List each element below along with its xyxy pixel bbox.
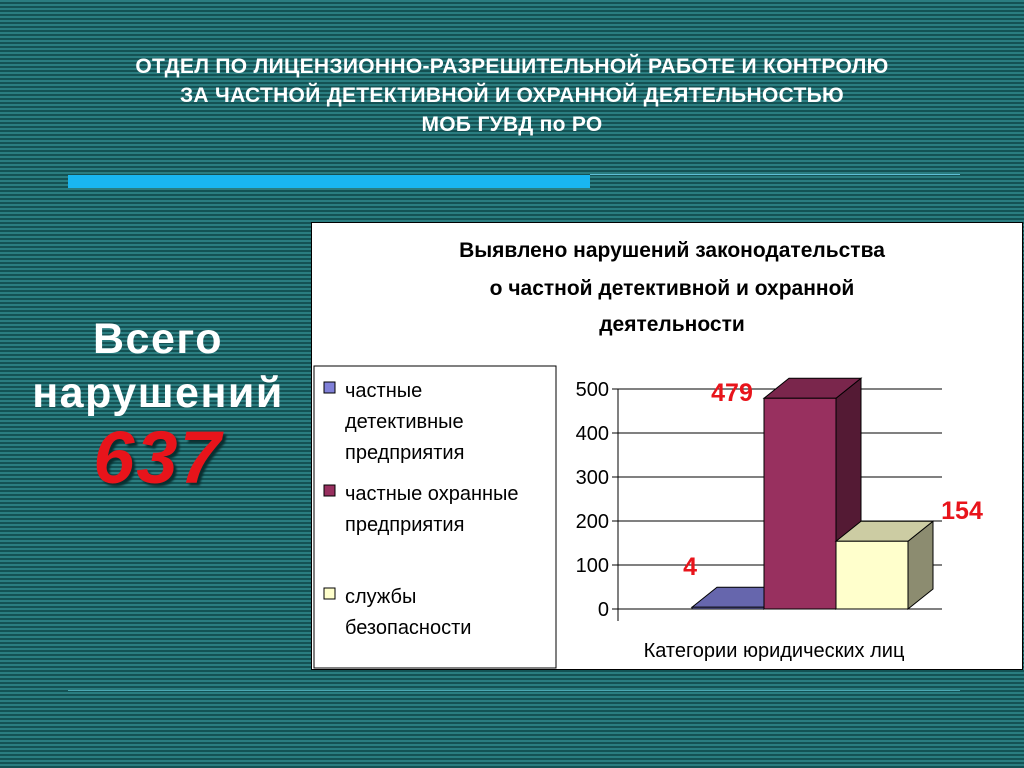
legend-label-3-line-1: службы [345,586,416,608]
legend-label-3-line-2: безопасности [345,617,471,639]
legend-label-1-line-3: предприятия [345,442,464,464]
bar-2 [763,397,837,610]
legend-label-1-line-2: детективные [345,411,464,433]
bar-chart: Выявлено нарушений законодательства о час… [313,239,983,669]
header-line-2: ЗА ЧАСТНОЙ ДЕТЕКТИВНОЙ И ОХРАННОЙ ДЕЯТЕЛ… [179,84,845,107]
legend-swatch-3 [323,587,336,600]
legend-label-2-line-1: частные охранные [345,483,519,505]
y-tick-label-500: 500 [576,379,609,401]
total-label-line-2: нарушений [32,369,284,417]
y-tick-label-0: 0 [598,599,609,621]
total-label-line-1: Всего [93,315,223,363]
chart-title-line-2: о частной детективной и охранной [490,277,855,300]
bottom-divider [68,690,960,691]
accent-bar [68,175,590,188]
legend-box [313,365,557,669]
slide-header: ОТДЕЛ ПО ЛИЦЕНЗИОННО-РАЗРЕШИТЕЛЬНОЙ РАБО… [0,52,1024,139]
data-label-2: 479 [711,379,753,407]
y-tick-label-100: 100 [576,555,609,577]
chart-panel: Выявлено нарушений законодательства о час… [311,222,1023,670]
total-violations: Всего нарушений 637 [0,312,316,496]
y-tick-label-400: 400 [576,423,609,445]
y-tick-label-200: 200 [576,511,609,533]
accent-line [590,174,960,175]
legend-label-1-line-1: частные [345,380,422,402]
data-label-1: 4 [683,553,697,581]
header-line-3: МОБ ГУВД по РО [421,113,603,136]
legend-label-2-line-2: предприятия [345,514,464,536]
legend-swatch-1 [323,381,336,394]
y-tick-label-300: 300 [576,467,609,489]
total-value: 637 [93,416,223,499]
bar-3 [835,540,909,610]
data-label-3: 154 [941,497,983,525]
chart-title-line-1: Выявлено нарушений законодательства [459,239,885,262]
legend-swatch-2 [323,484,336,497]
x-axis-label: Категории юридических лиц [644,640,905,662]
chart-title-line-3: деятельности [599,313,745,336]
header-line-1: ОТДЕЛ ПО ЛИЦЕНЗИОННО-РАЗРЕШИТЕЛЬНОЙ РАБО… [135,55,889,78]
